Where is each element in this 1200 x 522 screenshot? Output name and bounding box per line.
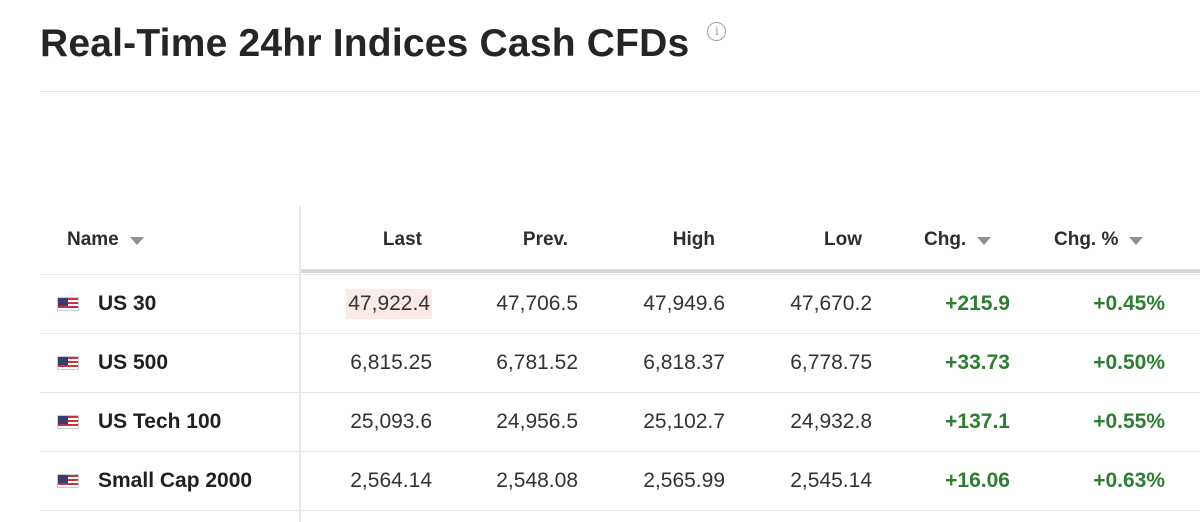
title-divider [40,91,1200,92]
high-value: 25,102.7 [643,410,725,433]
change-value: +16.06 [945,469,1010,492]
instrument-name[interactable]: Small Cap 2000 [98,469,253,492]
low-value: 24,932.8 [790,410,872,433]
column-header-chg-label: Chg. [924,229,967,250]
change-percent-value: +0.50% [1093,351,1165,374]
last-value: 6,815.25 [350,351,432,374]
column-header-prev-label: Prev. [522,229,568,250]
name-column-divider [299,206,301,522]
sort-caret-icon[interactable] [129,237,144,245]
column-header-last-label: Last [382,229,422,250]
column-header-chg-pct[interactable]: Chg. % [1054,206,1144,274]
page-title: Real-Time 24hr Indices Cash CFDs [40,22,690,65]
prev-value: 47,706.5 [496,292,578,315]
last-value-highlight: 47,922.4 [346,289,432,319]
sort-caret-icon[interactable] [1129,237,1144,245]
column-header-low-label: Low [824,229,862,250]
last-value: 2,564.14 [350,469,432,492]
row-divider [40,510,1200,511]
row-divider [40,451,1200,452]
high-value: 6,818.37 [643,351,725,374]
column-header-chg-pct-label: Chg. % [1054,229,1119,250]
last-value: 25,093.6 [350,410,432,433]
column-header-last[interactable]: Last [322,206,422,274]
column-header-high[interactable]: High [605,206,715,274]
change-value: +137.1 [945,410,1010,433]
low-value: 2,545.14 [790,469,872,492]
instrument-name[interactable]: US 500 [98,351,169,374]
us-flag-icon [57,415,79,429]
us-flag-icon [57,356,79,370]
header-underline [301,269,1200,273]
column-header-chg[interactable]: Chg. [924,206,992,274]
prev-value: 24,956.5 [496,410,578,433]
low-value: 6,778.75 [790,351,872,374]
instrument-name[interactable]: US 30 [98,292,157,315]
instrument-name[interactable]: US Tech 100 [98,410,222,433]
column-header-high-label: High [672,229,715,250]
page-header: Real-Time 24hr Indices Cash CFDs i [40,18,727,70]
change-value: +215.9 [945,292,1010,315]
row-divider [40,274,1200,275]
row-divider [40,392,1200,393]
column-header-name-label: Name [67,229,119,250]
prev-value: 2,548.08 [496,469,578,492]
prev-value: 6,781.52 [496,351,578,374]
info-icon[interactable]: i [707,22,727,41]
us-flag-icon [57,474,79,488]
sort-caret-icon[interactable] [977,237,992,245]
low-value: 47,670.2 [790,292,872,315]
change-percent-value: +0.55% [1093,410,1165,433]
change-percent-value: +0.45% [1093,292,1165,315]
change-percent-value: +0.63% [1093,469,1165,492]
us-flag-icon [57,297,79,311]
column-header-low[interactable]: Low [752,206,862,274]
last-value: 47,922.4 [322,275,432,333]
column-header-name[interactable]: Name [67,206,144,274]
high-value: 2,565.99 [643,469,725,492]
column-header-prev[interactable]: Prev. [460,206,568,274]
change-value: +33.73 [945,351,1010,374]
row-divider [40,333,1200,334]
high-value: 47,949.6 [643,292,725,315]
